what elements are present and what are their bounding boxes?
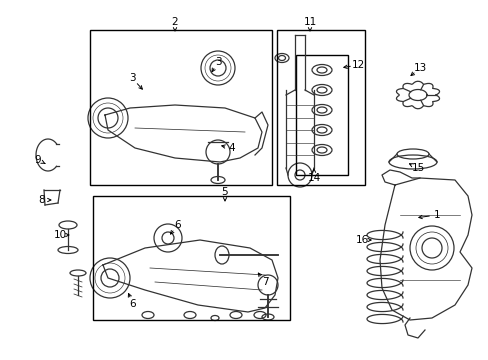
Bar (93, 196, 289, 320)
Bar (295, 55, 347, 175)
Text: 13: 13 (412, 63, 426, 73)
Text: 15: 15 (410, 163, 424, 173)
Text: 3: 3 (214, 57, 221, 67)
Bar (90, 30, 271, 185)
Text: 12: 12 (351, 60, 364, 70)
Text: 6: 6 (174, 220, 181, 230)
Text: 2: 2 (171, 17, 178, 27)
Text: 14: 14 (307, 173, 320, 183)
Text: 6: 6 (129, 299, 136, 309)
Text: 5: 5 (221, 187, 228, 197)
Text: 3: 3 (128, 73, 135, 83)
Text: 8: 8 (39, 195, 45, 205)
Bar (276, 30, 364, 185)
Text: 7: 7 (261, 277, 268, 287)
Text: 16: 16 (355, 235, 368, 245)
Text: 10: 10 (53, 230, 66, 240)
Text: 9: 9 (35, 155, 41, 165)
Text: 11: 11 (303, 17, 316, 27)
Text: 4: 4 (228, 143, 235, 153)
Text: 1: 1 (433, 210, 439, 220)
